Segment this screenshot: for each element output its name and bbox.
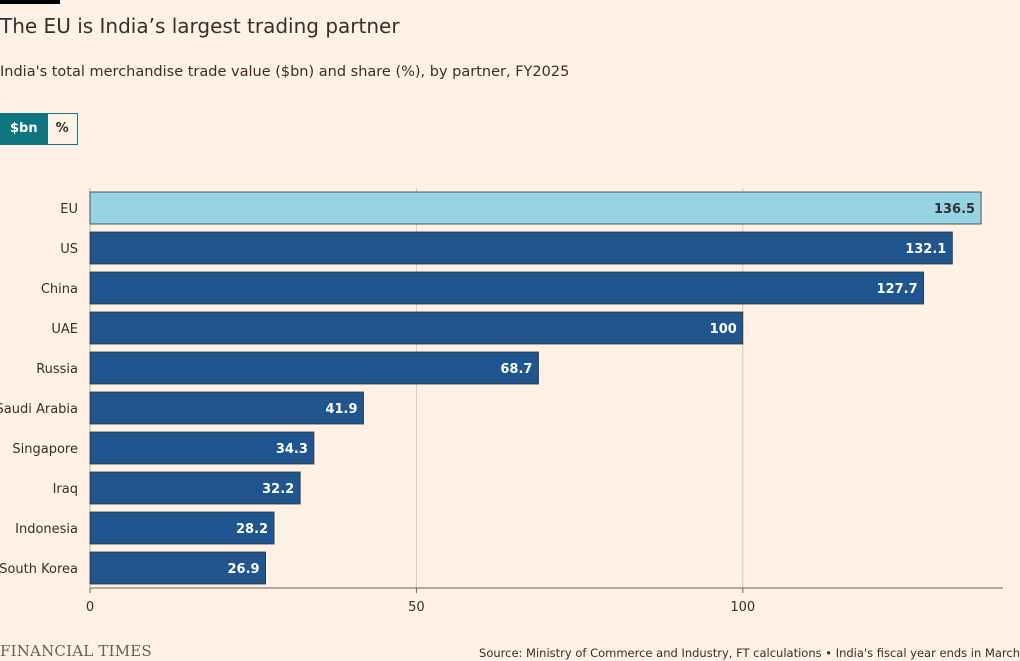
data-label: 26.9	[228, 562, 260, 577]
x-tick-label: 50	[408, 600, 425, 615]
ft-logo: FINANCIAL TIMES	[0, 642, 152, 660]
toggle-bn-button[interactable]: $bn	[0, 113, 48, 145]
x-tick-label: 100	[730, 600, 755, 615]
data-label: 32.2	[262, 482, 294, 497]
toggle-percent-button[interactable]: %	[47, 113, 78, 145]
bar	[89, 311, 744, 345]
data-label: 127.7	[877, 282, 918, 297]
category-label: Saudi Arabia	[0, 402, 78, 417]
x-tick-label: 0	[86, 600, 94, 615]
unit-toggle: $bn %	[0, 113, 78, 145]
data-label: 28.2	[236, 522, 268, 537]
chart-title: The EU is India’s largest trading partne…	[0, 14, 400, 38]
bar	[89, 471, 301, 505]
category-label: UAE	[51, 322, 78, 337]
bar	[89, 351, 539, 385]
category-label: Iraq	[53, 482, 78, 497]
data-label: 34.3	[276, 442, 308, 457]
data-label: 132.1	[905, 242, 946, 257]
bar	[89, 191, 982, 225]
category-label: US	[60, 242, 78, 257]
data-label: 100	[710, 322, 737, 337]
category-label: Indonesia	[15, 522, 78, 537]
category-label: South Korea	[0, 562, 78, 577]
category-label: Russia	[36, 362, 78, 377]
bar	[89, 431, 315, 465]
category-label: China	[41, 282, 78, 297]
bar	[89, 511, 275, 545]
chart-subtitle: India's total merchandise trade value ($…	[0, 64, 570, 80]
bar	[89, 231, 953, 265]
bar	[89, 391, 364, 425]
top-rule	[0, 0, 60, 4]
category-label: Singapore	[12, 442, 78, 457]
bar	[89, 551, 267, 585]
source-note: Source: Ministry of Commerce and Industr…	[479, 646, 1020, 660]
bar	[89, 271, 925, 305]
data-label: 68.7	[500, 362, 532, 377]
data-label: 136.5	[934, 202, 975, 217]
category-label: EU	[60, 202, 78, 217]
data-label: 41.9	[325, 402, 357, 417]
